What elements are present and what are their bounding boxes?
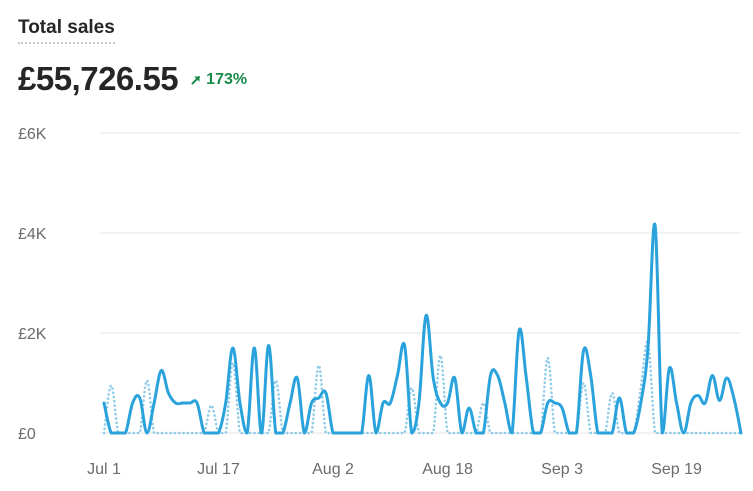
x-axis-labels: Jul 1 Jul 17 Aug 2 Aug 18 Sep 3 Sep 19	[87, 461, 702, 478]
series-line-current-period	[102, 222, 743, 435]
arrow-up-right-icon	[191, 76, 201, 85]
y-tick-label: £4K	[18, 226, 47, 243]
metric-row: £55,726.55 173%	[18, 60, 247, 98]
change-badge: 173%	[190, 71, 247, 89]
x-tick-label: Jul 1	[87, 461, 121, 478]
card-title[interactable]: Total sales	[18, 16, 115, 44]
series-line-previous-period	[102, 340, 743, 435]
change-value: 173%	[206, 71, 248, 88]
x-tick-label: Aug 18	[422, 461, 473, 478]
x-tick-label: Aug 2	[312, 461, 354, 478]
x-tick-label: Jul 17	[197, 461, 240, 478]
total-sales-value: £55,726.55	[18, 60, 179, 97]
y-axis-labels: £0 £2K £4K £6K	[18, 126, 47, 443]
y-tick-label: £6K	[18, 126, 47, 143]
series-lines	[102, 222, 743, 435]
y-tick-label: £0	[18, 426, 36, 443]
x-tick-label: Sep 19	[651, 461, 702, 478]
x-tick-label: Sep 3	[541, 461, 583, 478]
y-tick-label: £2K	[18, 326, 47, 343]
